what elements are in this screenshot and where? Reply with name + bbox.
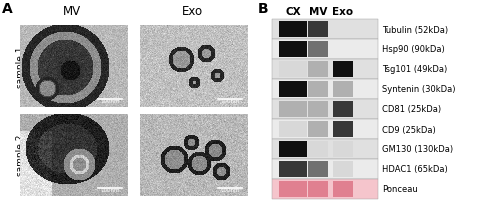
Bar <box>272 100 378 119</box>
Text: HDAC1 (65kDa): HDAC1 (65kDa) <box>382 165 448 174</box>
Bar <box>272 40 378 60</box>
Bar <box>279 42 307 58</box>
Text: 100nm: 100nm <box>220 187 240 192</box>
Text: B: B <box>258 2 268 16</box>
Text: 100nm: 100nm <box>100 187 120 192</box>
Text: 100nm: 100nm <box>100 99 120 104</box>
Bar <box>308 42 328 58</box>
Bar <box>279 121 307 137</box>
Bar <box>333 102 353 118</box>
Text: 100nm: 100nm <box>220 99 240 104</box>
Bar <box>272 20 378 40</box>
Bar <box>272 159 378 179</box>
Text: sample 1: sample 1 <box>16 46 25 87</box>
Text: Ponceau: Ponceau <box>382 185 418 194</box>
Text: Tsg101 (49kDa): Tsg101 (49kDa) <box>382 65 448 74</box>
Bar <box>279 62 307 78</box>
Bar <box>279 102 307 118</box>
Bar <box>333 62 353 78</box>
Bar <box>333 82 353 98</box>
Bar <box>308 181 328 197</box>
Text: Syntenin (30kDa): Syntenin (30kDa) <box>382 85 456 94</box>
Text: sample 2: sample 2 <box>16 134 25 175</box>
Bar <box>308 22 328 38</box>
Text: A: A <box>2 2 13 16</box>
Text: Hsp90 (90kDa): Hsp90 (90kDa) <box>382 45 445 54</box>
Text: CX: CX <box>285 7 301 17</box>
Text: CD81 (25kDa): CD81 (25kDa) <box>382 105 441 114</box>
Bar <box>272 119 378 139</box>
Text: Exo: Exo <box>182 5 203 18</box>
Bar <box>279 22 307 38</box>
Bar <box>308 62 328 78</box>
Bar <box>333 181 353 197</box>
Text: CD9 (25kDa): CD9 (25kDa) <box>382 125 436 134</box>
Bar <box>272 60 378 80</box>
Bar <box>333 161 353 177</box>
Bar <box>272 179 378 199</box>
Bar <box>308 82 328 98</box>
Bar <box>279 181 307 197</box>
Bar <box>308 161 328 177</box>
Text: Tubulin (52kDa): Tubulin (52kDa) <box>382 25 448 34</box>
Text: GM130 (130kDa): GM130 (130kDa) <box>382 145 453 154</box>
Bar <box>279 141 307 157</box>
Text: Exo: Exo <box>332 7 353 17</box>
Bar <box>333 121 353 137</box>
Bar <box>333 141 353 157</box>
Bar <box>272 139 378 159</box>
Text: MV: MV <box>309 7 327 17</box>
Bar <box>308 102 328 118</box>
Bar <box>279 161 307 177</box>
Bar <box>279 82 307 98</box>
Text: MV: MV <box>63 5 81 18</box>
Bar <box>308 141 328 157</box>
Bar <box>272 80 378 100</box>
Bar <box>308 121 328 137</box>
